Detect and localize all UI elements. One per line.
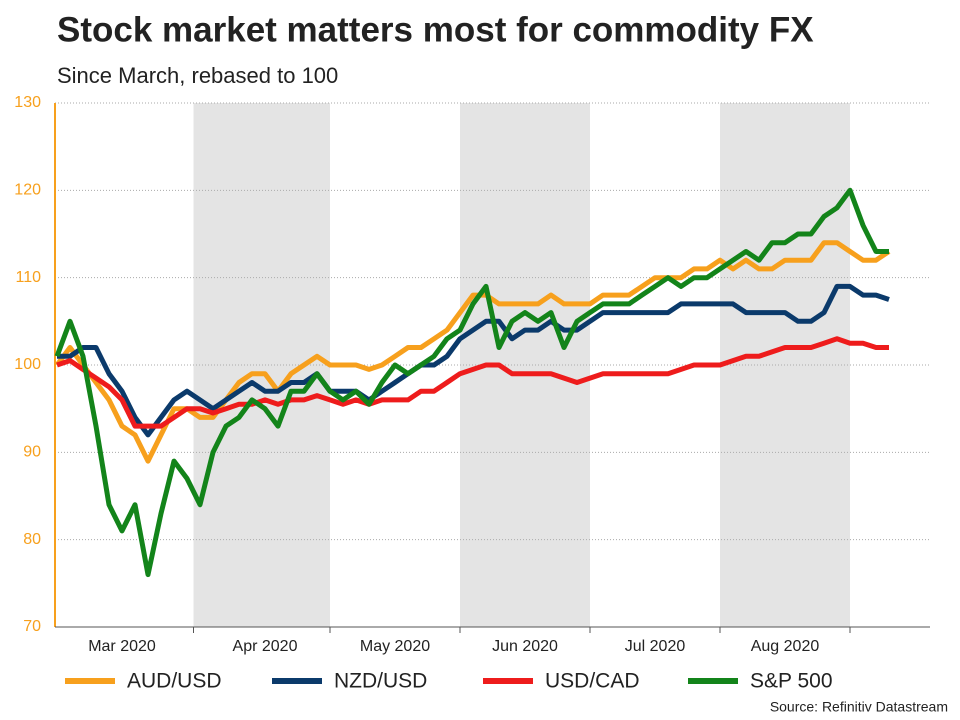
legend-label: AUD/USD xyxy=(127,670,222,693)
source-note: Source: Refinitiv Datastream xyxy=(770,699,948,715)
y-tick-label: 130 xyxy=(14,94,41,111)
x-tick-label: Mar 2020 xyxy=(88,638,156,655)
chart-subtitle: Since March, rebased to 100 xyxy=(57,63,338,88)
y-tick-label: 80 xyxy=(23,531,41,548)
series-line xyxy=(54,240,891,464)
series-line xyxy=(56,336,889,429)
y-tick-label: 90 xyxy=(23,444,41,461)
y-tick-label: 120 xyxy=(14,182,41,199)
x-tick-label: Jun 2020 xyxy=(492,638,558,655)
legend-label: NZD/USD xyxy=(334,670,427,693)
x-tick-label: Jul 2020 xyxy=(625,638,686,655)
series-line xyxy=(54,187,889,578)
month-shade xyxy=(193,103,330,627)
x-tick-label: Aug 2020 xyxy=(751,638,820,655)
chart-title: Stock market matters most for commodity … xyxy=(57,10,814,49)
y-tick-label: 100 xyxy=(14,356,41,373)
x-tick-label: Apr 2020 xyxy=(233,638,298,655)
legend-label: S&P 500 xyxy=(750,670,833,693)
legend-label: USD/CAD xyxy=(545,670,640,693)
y-tick-label: 110 xyxy=(15,269,41,286)
y-tick-label: 70 xyxy=(23,618,41,635)
series-line xyxy=(57,283,890,438)
x-tick-label: May 2020 xyxy=(360,638,430,655)
